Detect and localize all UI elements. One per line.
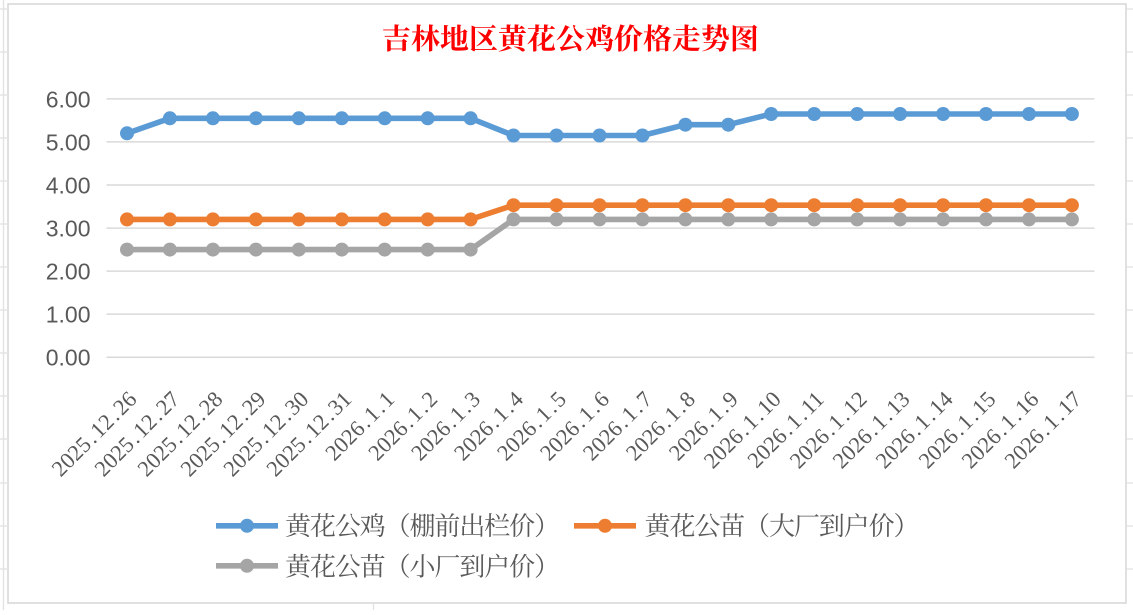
svg-text:0.00: 0.00	[46, 345, 91, 371]
svg-text:2.00: 2.00	[46, 259, 91, 285]
svg-text:5.00: 5.00	[46, 129, 91, 155]
svg-text:1.00: 1.00	[46, 302, 91, 328]
svg-text:4.00: 4.00	[46, 172, 91, 198]
svg-text:3.00: 3.00	[46, 216, 91, 242]
svg-text:6.00: 6.00	[46, 86, 91, 112]
